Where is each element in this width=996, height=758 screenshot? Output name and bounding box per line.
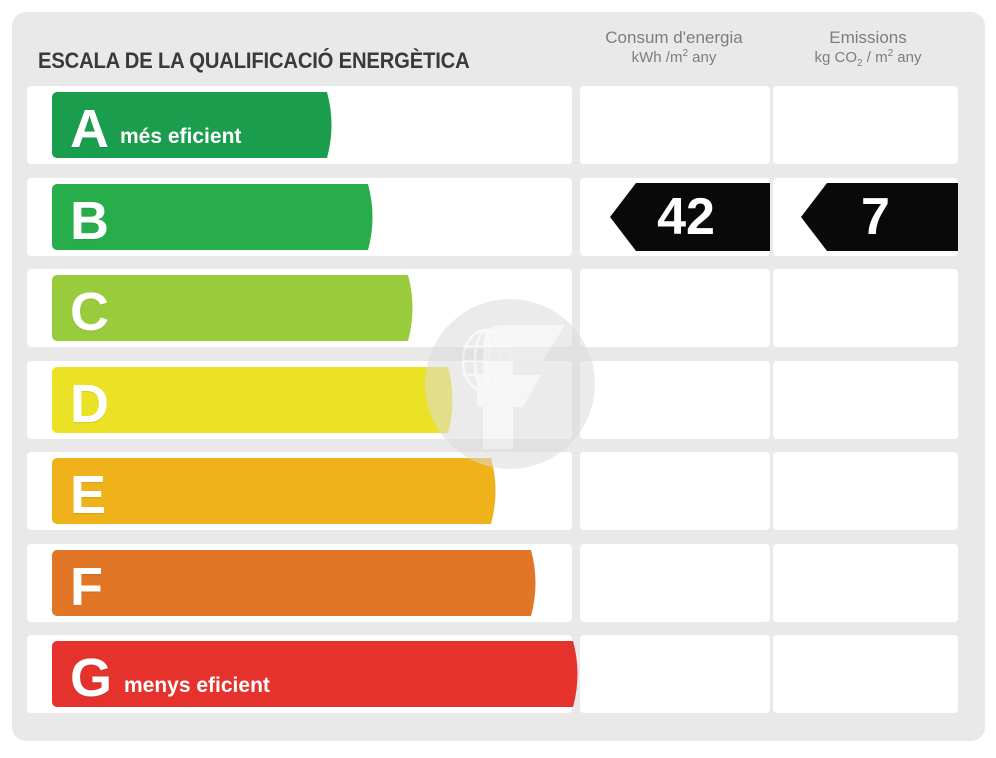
rating-row-d: D — [12, 360, 985, 439]
bar-arrow-tip-icon — [506, 549, 540, 616]
bar-body — [52, 92, 304, 158]
emissions-cell-g — [773, 635, 958, 713]
bar-body — [52, 275, 385, 341]
page-title: ESCALA DE LA QUALIFICACIÓ ENERGÈTICA — [38, 48, 470, 73]
rating-row-c: C — [12, 269, 985, 347]
consum-cell-c — [580, 269, 770, 347]
rating-note-g: menys eficient — [124, 674, 270, 697]
emissions-cell-d — [773, 360, 958, 439]
column-header-emissions-title: Emissions — [829, 28, 907, 47]
rating-letter-b: B — [70, 190, 109, 251]
bar-body — [52, 183, 345, 250]
column-header-emissions: Emissions kg CO2 / m2 any — [769, 27, 967, 71]
rating-letter-f: F — [70, 556, 103, 617]
rating-letter-c: C — [70, 282, 109, 342]
label-header: ESCALA DE LA QUALIFICACIÓ ENERGÈTICA Con… — [12, 12, 985, 86]
emissions-value-badge: 7 — [801, 182, 958, 251]
rating-bar-c: C — [52, 275, 413, 342]
emissions-cell-c — [773, 269, 958, 347]
bar-body — [52, 366, 425, 433]
rating-bar-b: B — [52, 183, 373, 251]
bar-cell-d: D — [27, 360, 572, 439]
column-header-consum-title: Consum d'energia — [605, 28, 743, 47]
rating-letter-d: D — [70, 373, 109, 434]
column-header-emissions-unit: kg CO2 / m2 any — [814, 48, 922, 70]
consum-cell-d — [580, 360, 770, 439]
bar-arrow-tip-icon — [343, 183, 377, 250]
column-header-consum: Consum d'energia kWh /m2 any — [575, 27, 773, 68]
column-header-consum-unit: kWh /m2 any — [631, 48, 717, 67]
consum-cell-b: 42 — [580, 177, 770, 256]
consum-cell-f — [580, 543, 770, 622]
rating-row-b: B 42 7 — [12, 177, 985, 256]
bar-cell-e: E — [27, 452, 572, 530]
rating-bar-f: F — [52, 549, 536, 617]
emissions-value: 7 — [861, 187, 890, 246]
bar-body — [52, 641, 550, 707]
bar-cell-b: B — [27, 177, 572, 256]
consum-value-badge: 42 — [610, 182, 770, 251]
consum-cell-g — [580, 635, 770, 713]
bar-arrow-tip-icon — [302, 92, 336, 158]
rating-letter-e: E — [70, 465, 107, 525]
bar-arrow-tip-icon — [548, 641, 582, 707]
emissions-cell-a — [773, 86, 958, 164]
badge-arrow-icon — [610, 182, 770, 251]
rating-row-e: E — [12, 452, 985, 530]
rating-bar-e: E — [52, 458, 496, 525]
rating-row-f: F — [12, 543, 985, 622]
bar-arrow-tip-icon — [466, 458, 500, 524]
emissions-cell-f — [773, 543, 958, 622]
rating-bar-d: D — [52, 366, 453, 434]
emissions-cell-b: 7 — [773, 177, 958, 256]
label-panel: ESCALA DE LA QUALIFICACIÓ ENERGÈTICA Con… — [12, 12, 985, 741]
rating-letter-g: G — [70, 648, 113, 708]
consum-cell-a — [580, 86, 770, 164]
bar-cell-c: C — [27, 269, 572, 347]
emissions-cell-e — [773, 452, 958, 530]
rating-letter-a: A — [70, 99, 109, 159]
rating-note-a: més eficient — [120, 125, 242, 148]
bar-body — [52, 458, 468, 524]
bar-arrow-tip-icon — [383, 275, 417, 341]
consum-cell-e — [580, 452, 770, 530]
bar-body — [52, 549, 508, 616]
bar-cell-f: F — [27, 543, 572, 622]
consum-value: 42 — [657, 187, 715, 246]
badge-arrow-icon — [801, 182, 958, 251]
bar-arrow-tip-icon — [423, 366, 457, 433]
